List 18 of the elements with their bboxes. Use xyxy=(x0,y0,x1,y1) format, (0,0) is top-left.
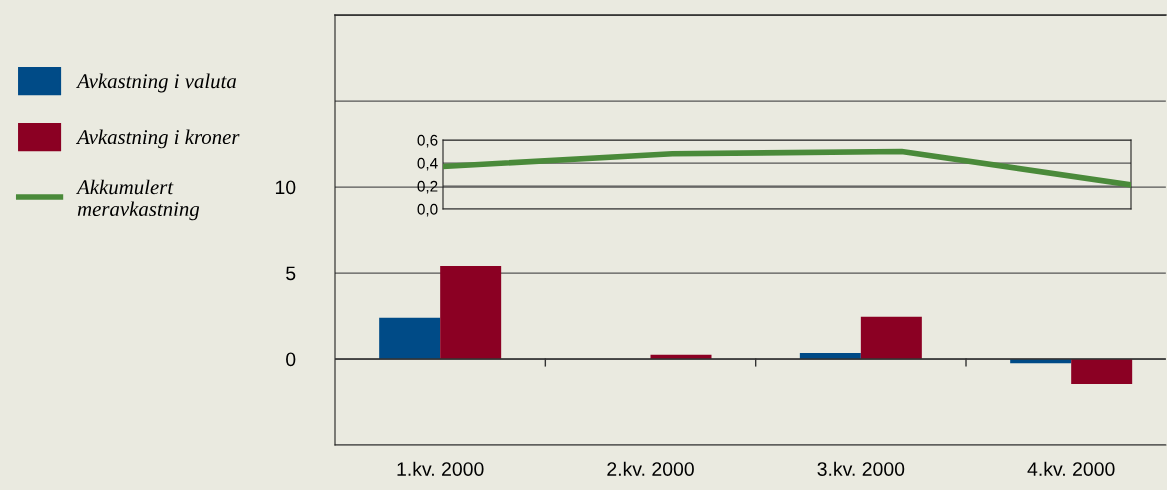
x-tick-label: 1.kv. 2000 xyxy=(397,461,484,476)
x-tick-label: 3.kv. 2000 xyxy=(817,461,905,476)
legend-label: Akkumulert meravkastning xyxy=(75,179,200,221)
x-tick-label: 4.kv. 2000 xyxy=(1027,461,1115,476)
x-tick-label: 2.kv. 2000 xyxy=(607,461,694,476)
y-tick-label: 0,6 xyxy=(417,134,438,148)
bar xyxy=(379,317,441,359)
bar xyxy=(860,316,922,359)
y-tick-label: 10 xyxy=(275,180,296,195)
y-tick-label: 0 xyxy=(286,352,296,367)
bar xyxy=(1071,359,1133,384)
bar xyxy=(440,266,502,359)
y-tick-label: 0,0 xyxy=(417,203,438,217)
legend-label: Avkastning i valuta xyxy=(75,73,236,93)
y-tick-label: 0,2 xyxy=(417,180,438,194)
y-tick-label: 5 xyxy=(286,266,296,281)
legend-label: Avkastning i kroner xyxy=(75,129,240,149)
y-tick-label: 0,4 xyxy=(417,157,438,171)
